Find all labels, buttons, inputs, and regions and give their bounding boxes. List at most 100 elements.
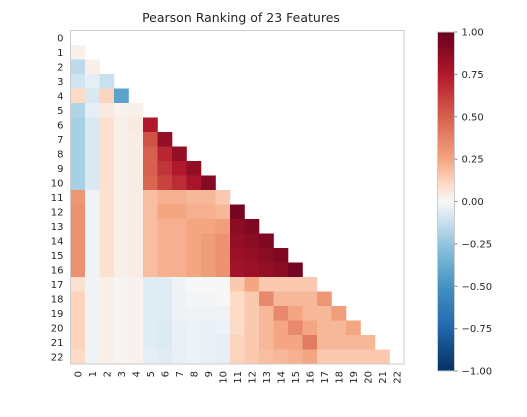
heatmap-cell-12-7 (172, 204, 187, 220)
heatmap-cell-14-10 (215, 233, 231, 249)
x-tick-label: 17 (320, 371, 331, 384)
heatmap-cell-2-1 (85, 59, 100, 75)
heatmap-cell-10-8 (186, 175, 202, 191)
heatmap-cell-19-3 (114, 306, 129, 321)
heatmap-cell-3-1 (85, 74, 100, 89)
heatmap-cell-12-4 (128, 204, 144, 220)
heatmap-cell-12-11 (230, 204, 245, 220)
heatmap-cell-15-1 (85, 248, 100, 263)
x-tick-label: 5 (146, 371, 157, 377)
x-tick-label: 7 (175, 371, 186, 377)
heatmap-cell-6-0 (70, 117, 86, 133)
heatmap-cell-22-16 (302, 349, 318, 365)
heatmap-cell-20-9 (201, 320, 216, 336)
heatmap-cell-20-10 (215, 320, 231, 336)
heatmap-cell-15-4 (128, 248, 144, 263)
heatmap-cell-18-11 (230, 291, 245, 307)
heatmap-cell-2-0 (70, 59, 86, 75)
heatmap-cell-18-6 (157, 291, 173, 307)
heatmap-cell-19-13 (259, 306, 274, 321)
heatmap-cell-4-2 (99, 88, 115, 104)
heatmap-cell-13-4 (128, 219, 144, 234)
heatmap-cell-17-14 (273, 277, 289, 292)
y-tick-label: 3 (57, 77, 63, 88)
heatmap-cell-12-6 (157, 204, 173, 220)
heatmap-cell-21-13 (259, 335, 274, 350)
heatmap-cell-16-4 (128, 262, 144, 278)
heatmap-cell-10-7 (172, 175, 187, 191)
heatmap-cell-13-7 (172, 219, 187, 234)
y-tick-label: 19 (51, 309, 64, 320)
heatmap-cell-17-13 (259, 277, 274, 292)
heatmap-cell-14-2 (99, 233, 115, 249)
y-tick-label: 1 (57, 48, 63, 59)
heatmap-cell-15-13 (259, 248, 274, 263)
heatmap-cell-6-2 (99, 117, 115, 133)
heatmap-cell-21-14 (273, 335, 289, 350)
heatmap-cell-6-1 (85, 117, 100, 133)
heatmap-cell-7-6 (157, 132, 173, 147)
heatmap-cell-10-0 (70, 175, 86, 191)
colorbar-tick-label: 0.00 (462, 197, 484, 208)
heatmap-cell-17-6 (157, 277, 173, 292)
x-tick-label: 0 (73, 371, 84, 377)
heatmap-cell-7-0 (70, 132, 86, 147)
heatmap-cell-19-16 (302, 306, 318, 321)
heatmap-cell-12-2 (99, 204, 115, 220)
heatmap-cell-21-20 (360, 335, 376, 350)
heatmap-cell-16-2 (99, 262, 115, 278)
heatmap-cell-19-0 (70, 306, 86, 321)
heatmap-cell-7-5 (143, 132, 158, 147)
y-tick-label: 16 (51, 265, 64, 276)
y-tick-label: 17 (51, 280, 64, 291)
y-tick-label: 22 (51, 352, 64, 363)
x-tick-label: 19 (349, 371, 360, 384)
heatmap-cell-11-1 (85, 190, 100, 205)
heatmap-cell-17-9 (201, 277, 216, 292)
y-tick-label: 2 (57, 62, 63, 73)
heatmap-cell-19-7 (172, 306, 187, 321)
heatmap-cell-4-0 (70, 88, 86, 104)
heatmap-cell-22-5 (143, 349, 158, 365)
colorbar: 1.00 0.75 0.50 0.25 0.00 −0.25 −0.50 −0.75 −1.00 (437, 28, 493, 378)
x-tick-label: 11 (233, 371, 244, 384)
y-tick-label: 5 (57, 106, 63, 117)
heatmap-cell-13-0 (70, 219, 86, 234)
colorbar-gradient (437, 31, 455, 372)
colorbar-tick-label: −1.00 (462, 367, 493, 378)
x-tick-label: 22 (392, 371, 403, 384)
heatmap-cell-10-9 (201, 175, 216, 191)
heatmap-cell-14-12 (244, 233, 260, 249)
heatmap-cell-11-3 (114, 190, 129, 205)
heatmap-cell-21-6 (157, 335, 173, 350)
heatmap-cell-15-7 (172, 248, 187, 263)
heatmap-cell-22-19 (346, 349, 361, 365)
heatmap-cell-19-4 (128, 306, 144, 321)
heatmap-cell-19-11 (230, 306, 245, 321)
colorbar-tick-label: −0.25 (462, 239, 493, 250)
heatmap-cell-21-4 (128, 335, 144, 350)
heatmap-cell-19-14 (273, 306, 289, 321)
heatmap-cell-21-10 (215, 335, 231, 350)
heatmap-cell-12-8 (186, 204, 202, 220)
heatmap-cell-14-6 (157, 233, 173, 249)
heatmap-cell-9-0 (70, 161, 86, 176)
heatmap-cell-15-9 (201, 248, 216, 263)
heatmap-cell-18-7 (172, 291, 187, 307)
heatmap-cell-22-9 (201, 349, 216, 365)
heatmap-cell-18-12 (244, 291, 260, 307)
heatmap-cell-21-9 (201, 335, 216, 350)
y-tick-label: 13 (51, 222, 64, 233)
heatmap-cell-11-10 (215, 190, 231, 205)
x-tick-label: 4 (131, 371, 142, 377)
heatmap-cell-14-9 (201, 233, 216, 249)
heatmap-cell-21-16 (302, 335, 318, 350)
heatmap-cell-18-1 (85, 291, 100, 307)
heatmap-cell-22-11 (230, 349, 245, 365)
x-tick-label: 3 (117, 371, 128, 377)
heatmap-cell-8-5 (143, 146, 158, 162)
heatmap-cell-19-1 (85, 306, 100, 321)
heatmap-cell-14-3 (114, 233, 129, 249)
heatmap-cell-12-3 (114, 204, 129, 220)
heatmap-cell-17-0 (70, 277, 86, 292)
